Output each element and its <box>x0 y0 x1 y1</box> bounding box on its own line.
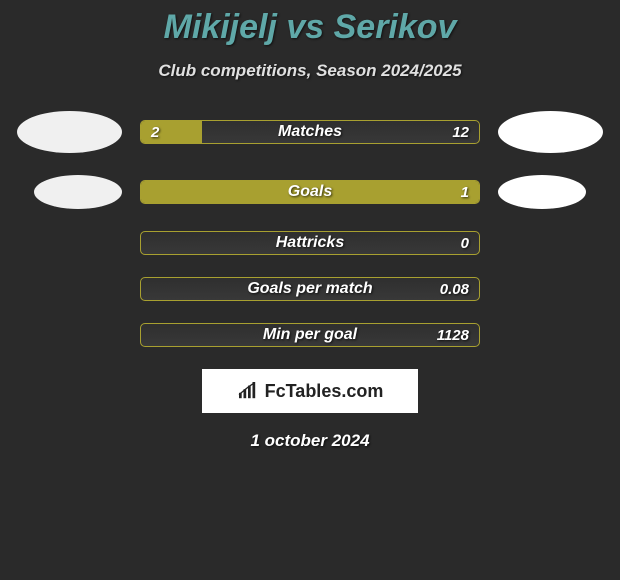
bar-min-per-goal: Min per goal 1128 <box>140 323 480 347</box>
subtitle: Club competitions, Season 2024/2025 <box>0 61 620 81</box>
bar-label: Hattricks <box>141 234 479 252</box>
chart-icon <box>237 382 259 400</box>
bar-label: Goals per match <box>141 280 479 298</box>
bar-label: Min per goal <box>141 326 479 344</box>
bar-label: Goals <box>141 183 479 201</box>
page-title: Mikijelj vs Serikov <box>0 8 620 47</box>
value-right: 12 <box>452 124 469 141</box>
player-right-avatar-small <box>498 175 586 209</box>
bar-matches: 2 Matches 12 <box>140 120 480 144</box>
bar-hattricks: Hattricks 0 <box>140 231 480 255</box>
bar-goals: Goals 1 <box>140 180 480 204</box>
branding-box: FcTables.com <box>202 369 418 413</box>
branding-text: FcTables.com <box>265 381 384 402</box>
value-right: 1128 <box>437 327 469 344</box>
comparison-infographic: Mikijelj vs Serikov Club competitions, S… <box>0 0 620 451</box>
row-matches: 2 Matches 12 <box>0 111 620 153</box>
value-right: 0 <box>461 235 469 252</box>
player-right-avatar <box>498 111 603 153</box>
value-right: 0.08 <box>440 281 469 298</box>
row-goals: Goals 1 <box>0 175 620 209</box>
bar-label: Matches <box>141 123 479 141</box>
player-left-avatar <box>17 111 122 153</box>
value-right: 1 <box>461 184 469 201</box>
bar-goals-per-match: Goals per match 0.08 <box>140 277 480 301</box>
player-left-avatar-small <box>34 175 122 209</box>
date-text: 1 october 2024 <box>0 431 620 451</box>
